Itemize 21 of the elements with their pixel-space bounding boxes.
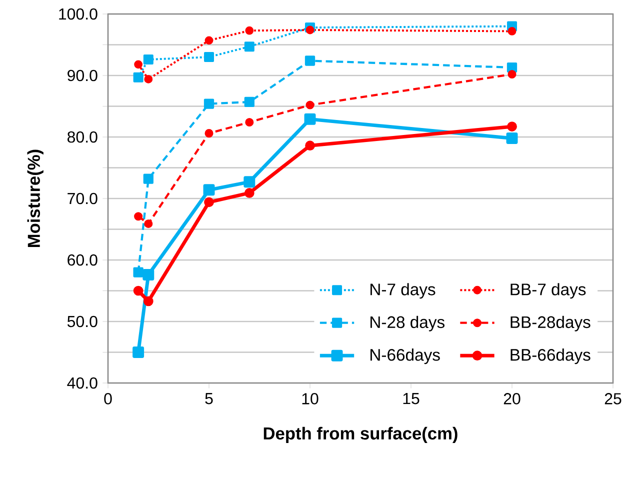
legend-label: BB-7 days [510, 283, 586, 299]
legend-label: BB-66days [510, 348, 590, 364]
legend-label: N-28 days [370, 316, 444, 332]
x-tick-label: 0 [104, 393, 112, 404]
legend-label: BB-28days [510, 316, 590, 332]
y-tick-label: 50.0 [67, 316, 98, 328]
y-axis-title: Moisture(%) [27, 150, 44, 247]
legend-label: N-7 days [370, 283, 436, 299]
y-tick-label: 60.0 [68, 254, 98, 266]
y-tick-label: 90.0 [68, 70, 98, 82]
legend-label: N-66days [370, 348, 440, 364]
y-tick-label: 100.0 [59, 8, 98, 20]
x-axis-title: Depth from surface(cm) [264, 426, 458, 444]
x-tick-label: 10 [302, 393, 318, 404]
x-tick-label: 15 [403, 393, 420, 404]
y-tick-label: 80.0 [68, 131, 98, 143]
y-tick-label: 70.0 [68, 192, 98, 204]
x-tick-label: 20 [504, 393, 520, 404]
x-tick-label: 25 [604, 393, 622, 404]
x-tick-label: 5 [205, 393, 213, 404]
y-tick-label: 40.0 [67, 377, 98, 389]
